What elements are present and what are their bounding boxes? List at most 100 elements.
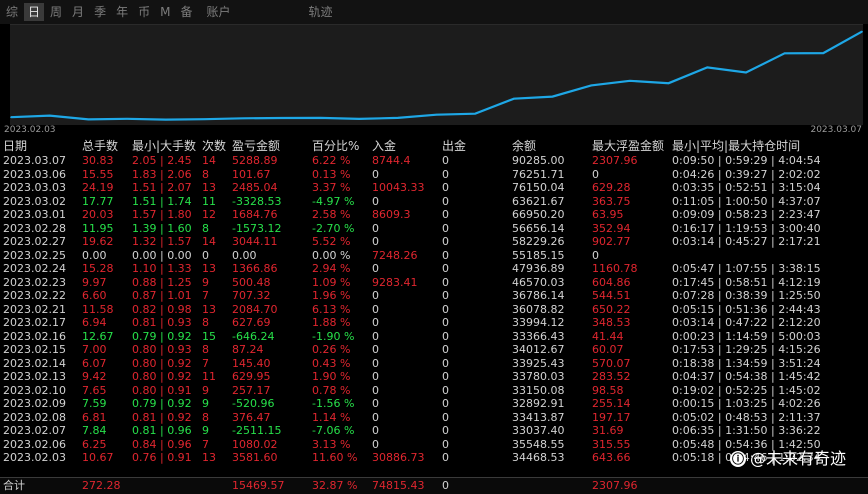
row-hold-time: 0:11:05 | 1:00:50 | 4:37:07 bbox=[672, 194, 821, 208]
header-pnl[interactable]: 盈亏金额 bbox=[232, 139, 281, 153]
row-count: 7 bbox=[202, 356, 209, 370]
row-pnl: 2084.70 bbox=[232, 302, 278, 316]
row-lots: 10.67 bbox=[82, 451, 114, 464]
row-balance: 34012.67 bbox=[512, 343, 565, 356]
table-row[interactable]: 2023.02.03 10.67 0.76 | 0.91 13 3581.60 11.60… bbox=[0, 451, 868, 465]
row-deposit: 0 bbox=[372, 289, 379, 302]
row-pnl: 145.40 bbox=[232, 356, 271, 370]
table-body: 2023.03.07 30.83 2.05 | 2.45 14 5288.89 6.22 … bbox=[0, 154, 868, 465]
tab-2[interactable]: 周 bbox=[50, 5, 63, 19]
row-count: 8 bbox=[202, 167, 209, 181]
row-date: 2023.02.16 bbox=[3, 329, 66, 343]
row-hold-time: 0:16:17 | 1:19:53 | 3:00:40 bbox=[672, 221, 821, 235]
row-balance: 35548.55 bbox=[512, 437, 565, 451]
tab-9[interactable]: 账户 bbox=[206, 5, 231, 19]
equity-point bbox=[281, 117, 283, 119]
row-count: 8 bbox=[202, 316, 209, 329]
row-date: 2023.03.07 bbox=[3, 154, 66, 167]
tab-3[interactable]: 月 bbox=[72, 5, 85, 19]
row-balance: 63621.67 bbox=[512, 194, 565, 208]
row-hold-time: 0:03:35 | 0:52:51 | 3:15:04 bbox=[672, 181, 821, 194]
header-hold-time[interactable]: 最小|平均|最大持仓时间 bbox=[672, 139, 801, 153]
row-pnl: 87.24 bbox=[232, 343, 264, 356]
row-balance: 33994.12 bbox=[512, 316, 565, 329]
table-row[interactable]: 2023.02.24 15.28 1.10 | 1.33 13 1366.86 2.94 … bbox=[0, 262, 868, 276]
tab-0[interactable]: 综 bbox=[6, 5, 19, 19]
table-row[interactable]: 2023.02.06 6.25 0.84 | 0.96 7 1080.02 3.13 % 0… bbox=[0, 438, 868, 452]
row-withdraw: 0 bbox=[442, 167, 449, 181]
header-percent[interactable]: 百分比% bbox=[312, 139, 360, 153]
row-balance: 56656.14 bbox=[512, 221, 565, 235]
table-row[interactable]: 2023.02.10 7.65 0.80 | 0.91 9 257.17 0.78 % 0 0… bbox=[0, 384, 868, 398]
row-count: 8 bbox=[202, 410, 209, 424]
row-min-max: 0.84 | 0.96 bbox=[132, 437, 192, 451]
row-pnl: 376.47 bbox=[232, 410, 271, 424]
table-row[interactable]: 2023.03.02 17.77 1.51 | 1.74 11 -3328.53 -4.9… bbox=[0, 195, 868, 209]
row-percent: 11.60 % bbox=[312, 451, 358, 464]
table-row[interactable]: 2023.02.28 11.95 1.39 | 1.60 8 -1573.12 -2.70… bbox=[0, 222, 868, 236]
row-hold-time: 0:04:37 | 0:54:38 | 1:45:42 bbox=[672, 370, 821, 383]
row-withdraw: 0 bbox=[442, 248, 449, 262]
table-row[interactable]: 2023.03.07 30.83 2.05 | 2.45 14 5288.89 6.22 … bbox=[0, 154, 868, 168]
tab-6[interactable]: 币 bbox=[138, 5, 151, 19]
equity-point bbox=[242, 117, 244, 120]
row-withdraw: 0 bbox=[442, 397, 449, 410]
row-date: 2023.02.10 bbox=[3, 383, 66, 397]
row-percent: 1.14 % bbox=[312, 410, 351, 424]
row-pnl: 3581.60 bbox=[232, 451, 278, 464]
table-row[interactable]: 2023.02.09 7.59 0.79 | 0.92 9 -520.96 -1.56 %… bbox=[0, 397, 868, 411]
row-count: 11 bbox=[202, 370, 216, 383]
table-row[interactable]: 2023.03.03 24.19 1.51 | 2.07 13 2485.04 3.37 … bbox=[0, 181, 868, 195]
row-percent: -4.97 % bbox=[312, 194, 355, 208]
table-row[interactable]: 2023.02.16 12.67 0.79 | 0.92 15 -646.24 -1.90… bbox=[0, 330, 868, 344]
row-percent: 3.13 % bbox=[312, 437, 351, 451]
tab-10[interactable]: 轨迹 bbox=[308, 5, 333, 19]
row-pnl: -2511.15 bbox=[232, 424, 282, 437]
row-balance: 76251.71 bbox=[512, 167, 565, 181]
tab-1[interactable]: 日 bbox=[24, 3, 45, 21]
row-hold-time: 0:09:09 | 0:58:23 | 2:23:47 bbox=[672, 208, 821, 221]
table-row[interactable]: 2023.02.22 6.60 0.87 | 1.01 7 707.32 1.96 % 0 0… bbox=[0, 289, 868, 303]
table-row[interactable]: 2023.02.23 9.97 0.88 | 1.25 9 500.48 1.09 % 92… bbox=[0, 276, 868, 290]
total-row: 合计 272.28 15469.57 32.87 % 74815.43 0 23… bbox=[0, 477, 868, 494]
table-row[interactable]: 2023.03.01 20.03 1.57 | 1.80 12 1684.76 2.58 … bbox=[0, 208, 868, 222]
row-hold-time: 0:19:02 | 0:52:25 | 1:45:02 bbox=[672, 383, 821, 397]
table-row[interactable]: 2023.03.06 15.55 1.83 | 2.06 8 101.67 0.13 % 0… bbox=[0, 168, 868, 182]
row-balance: 58229.26 bbox=[512, 235, 565, 248]
header-deposit[interactable]: 入金 bbox=[372, 139, 397, 153]
row-lots: 7.84 bbox=[82, 424, 107, 437]
row-pnl: 629.95 bbox=[232, 370, 271, 383]
row-count: 13 bbox=[202, 262, 216, 275]
tab-4[interactable]: 季 bbox=[94, 5, 107, 19]
row-date: 2023.02.27 bbox=[3, 235, 66, 248]
table-row[interactable]: 2023.02.21 11.58 0.82 | 0.98 13 2084.70 6.13 … bbox=[0, 303, 868, 317]
table-row[interactable]: 2023.02.27 19.62 1.32 | 1.57 14 3044.11 5.52 … bbox=[0, 235, 868, 249]
row-count: 12 bbox=[202, 208, 216, 221]
table-row[interactable]: 2023.02.14 6.07 0.80 | 0.92 7 145.40 0.43 % 0 0… bbox=[0, 357, 868, 371]
tab-7[interactable]: M bbox=[160, 5, 171, 19]
row-withdraw: 0 bbox=[442, 451, 449, 464]
header-withdraw[interactable]: 出金 bbox=[442, 139, 467, 153]
table-row[interactable]: 2023.02.15 7.00 0.80 | 0.93 8 87.24 0.26 % 0 0 3… bbox=[0, 343, 868, 357]
header-balance[interactable]: 余额 bbox=[512, 139, 537, 153]
row-lots: 9.97 bbox=[82, 275, 107, 289]
table-row[interactable]: 2023.02.07 7.84 0.81 | 0.96 9 -2511.15 -7.06 … bbox=[0, 424, 868, 438]
header-max-float-profit[interactable]: 最大浮盈金额 bbox=[592, 139, 665, 153]
header-date[interactable]: 日期 bbox=[3, 139, 28, 153]
row-withdraw: 0 bbox=[442, 437, 449, 451]
row-percent: 0.78 % bbox=[312, 383, 351, 397]
table-row[interactable]: 2023.02.08 6.81 0.81 | 0.92 8 376.47 1.14 % 0 0… bbox=[0, 411, 868, 425]
row-pnl: 1080.02 bbox=[232, 437, 278, 451]
row-min-max: 0.81 | 0.92 bbox=[132, 410, 192, 424]
total-deposit: 74815.43 bbox=[372, 479, 425, 492]
row-pnl: -1573.12 bbox=[232, 221, 282, 235]
table-row[interactable]: 2023.02.25 0.00 0.00 | 0.00 0 0.00 0.00 % 7248… bbox=[0, 249, 868, 263]
table-row[interactable]: 2023.02.17 6.94 0.81 | 0.93 8 627.69 1.88 % 0 0… bbox=[0, 316, 868, 330]
table-row[interactable]: 2023.02.13 9.42 0.80 | 0.92 11 629.95 1.90 % 0… bbox=[0, 370, 868, 384]
header-min-max-lots[interactable]: 最小|大手数 bbox=[132, 139, 197, 153]
header-count[interactable]: 次数 bbox=[202, 139, 227, 153]
row-withdraw: 0 bbox=[442, 316, 449, 329]
header-total-lots[interactable]: 总手数 bbox=[82, 139, 119, 153]
tab-5[interactable]: 年 bbox=[116, 5, 129, 19]
tab-8[interactable]: 备 bbox=[180, 5, 193, 19]
